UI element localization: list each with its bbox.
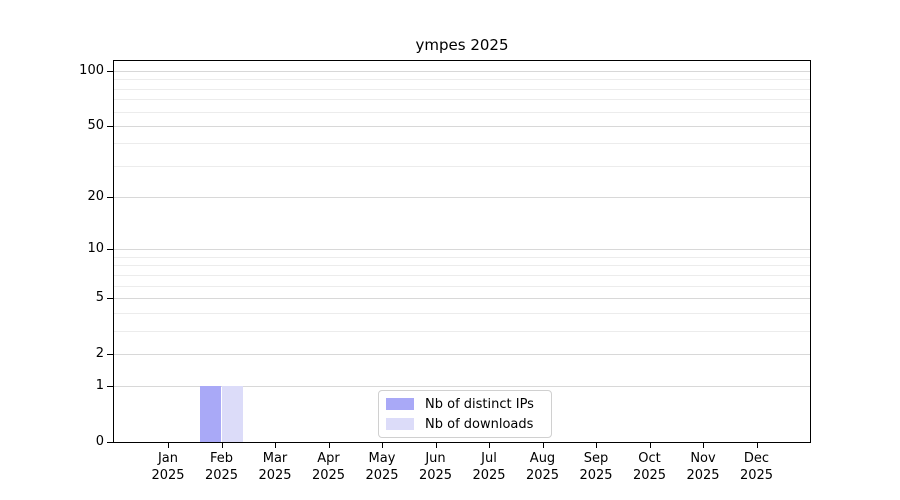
minor-gridline [114, 285, 810, 287]
minor-gridline [114, 312, 810, 314]
x-axis-tick-month: Jun [425, 451, 446, 466]
y-axis-tick-mark [107, 125, 113, 127]
x-axis-tick-mark [756, 443, 758, 448]
y-axis-tick-label: 0 [95, 434, 104, 449]
bar-distinct-ips [200, 386, 222, 442]
bar-downloads [221, 386, 243, 442]
x-axis-tick-label: Aug 2025 [515, 450, 571, 484]
major-gridline [114, 386, 810, 388]
minor-gridline [114, 88, 810, 90]
x-axis-tick-mark [168, 443, 169, 448]
x-axis-tick-mark [596, 443, 597, 448]
x-axis-tick-month: Jan [157, 451, 179, 466]
legend-entry-downloads: Nb of downloads [386, 414, 543, 434]
x-axis-tick-mark [221, 443, 223, 448]
x-axis-tick-year: 2025 [311, 468, 346, 483]
x-axis-tick-month: Apr [317, 451, 340, 466]
x-axis-tick-year: 2025 [579, 468, 613, 483]
x-axis-tick-month: Feb [209, 451, 234, 466]
y-axis-tick-label: 50 [87, 117, 104, 133]
y-axis-tick-mark [107, 249, 113, 251]
legend-label-distinct-ips: Nb of distinct IPs [425, 396, 534, 412]
x-axis-tick-month: Dec [743, 451, 770, 466]
minor-gridline [114, 99, 810, 101]
major-gridline [114, 297, 810, 299]
x-axis-tick-label: Sep 2025 [568, 450, 624, 484]
minor-gridline [114, 111, 810, 113]
legend: Nb of distinct IPs Nb of downloads [378, 390, 552, 438]
y-axis-tick-mark [107, 197, 113, 199]
plot-area: Nb of distinct IPs Nb of downloads [113, 60, 811, 443]
x-axis-tick-label: Jan 2025 [140, 450, 196, 484]
x-axis-tick-month: Mar [262, 451, 288, 466]
x-axis-tick-year: 2025 [632, 468, 667, 483]
legend-entry-distinct-ips: Nb of distinct IPs [386, 394, 543, 414]
x-axis-tick-label: Jun 2025 [408, 450, 464, 484]
x-axis-tick-mark [542, 443, 544, 448]
x-axis-tick-month: Sep [583, 451, 609, 466]
major-gridline [114, 125, 810, 127]
legend-label-downloads: Nb of downloads [425, 416, 534, 432]
x-axis-tick-label: Mar 2025 [247, 450, 303, 484]
y-axis-tick-mark [107, 353, 113, 355]
x-axis-tick-month: Jul [481, 451, 497, 466]
minor-gridline [114, 165, 810, 167]
x-axis-tick-year: 2025 [258, 468, 292, 483]
minor-gridline [114, 274, 810, 276]
x-axis-tick-month: Aug [529, 451, 556, 466]
x-axis-tick-label: May 2025 [354, 450, 410, 484]
x-axis-tick-year: 2025 [686, 468, 720, 483]
x-axis-tick-label: Nov 2025 [675, 450, 731, 484]
minor-gridline [114, 256, 810, 258]
y-axis-tick-mark [107, 71, 113, 72]
x-axis-tick-label: Dec 2025 [729, 450, 785, 484]
x-axis-tick-year: 2025 [739, 468, 774, 483]
x-axis-tick-mark [275, 443, 276, 448]
y-axis-tick-label: 10 [87, 241, 104, 257]
legend-swatch-distinct-ips [386, 398, 414, 410]
legend-swatch-downloads [386, 418, 414, 430]
x-axis-tick-label: Apr 2025 [301, 450, 357, 484]
major-gridline [114, 71, 810, 72]
y-axis-tick-label: 20 [87, 189, 104, 205]
x-axis-tick-mark [489, 443, 490, 448]
x-axis-tick-label: Oct 2025 [622, 450, 678, 484]
x-axis-tick-month: Nov [690, 451, 716, 466]
minor-gridline [114, 143, 810, 145]
y-axis-tick-mark [107, 297, 113, 299]
x-axis-tick-year: 2025 [472, 468, 506, 483]
x-axis-tick-year: 2025 [365, 468, 399, 483]
x-axis-tick-year: 2025 [151, 468, 185, 483]
x-axis-tick-year: 2025 [525, 468, 560, 483]
x-axis-tick-label: Jul 2025 [461, 450, 517, 484]
x-axis-tick-year: 2025 [204, 468, 239, 483]
x-axis-tick-mark [382, 443, 383, 448]
major-gridline [114, 197, 810, 199]
x-axis-tick-mark [703, 443, 704, 448]
y-axis-tick-label: 1 [95, 378, 104, 394]
minor-gridline [114, 79, 810, 81]
minor-gridline [114, 265, 810, 267]
x-axis-tick-year: 2025 [418, 468, 453, 483]
x-axis-tick-mark [649, 443, 651, 448]
x-axis-tick-mark [328, 443, 330, 448]
major-gridline [114, 249, 810, 251]
x-axis-tick-label: Feb 2025 [194, 450, 250, 484]
y-axis-tick-label: 5 [95, 289, 104, 305]
x-axis-tick-mark [435, 443, 437, 448]
chart-title: ympes 2025 [415, 36, 509, 54]
major-gridline [114, 353, 810, 355]
y-axis-tick-mark [107, 442, 113, 443]
x-axis-tick-month: Oct [638, 451, 661, 466]
y-axis-tick-label: 100 [79, 63, 104, 78]
minor-gridline [114, 330, 810, 332]
y-axis-tick-label: 2 [95, 345, 104, 361]
x-axis-tick-month: May [368, 451, 396, 466]
y-axis-tick-mark [107, 386, 113, 388]
